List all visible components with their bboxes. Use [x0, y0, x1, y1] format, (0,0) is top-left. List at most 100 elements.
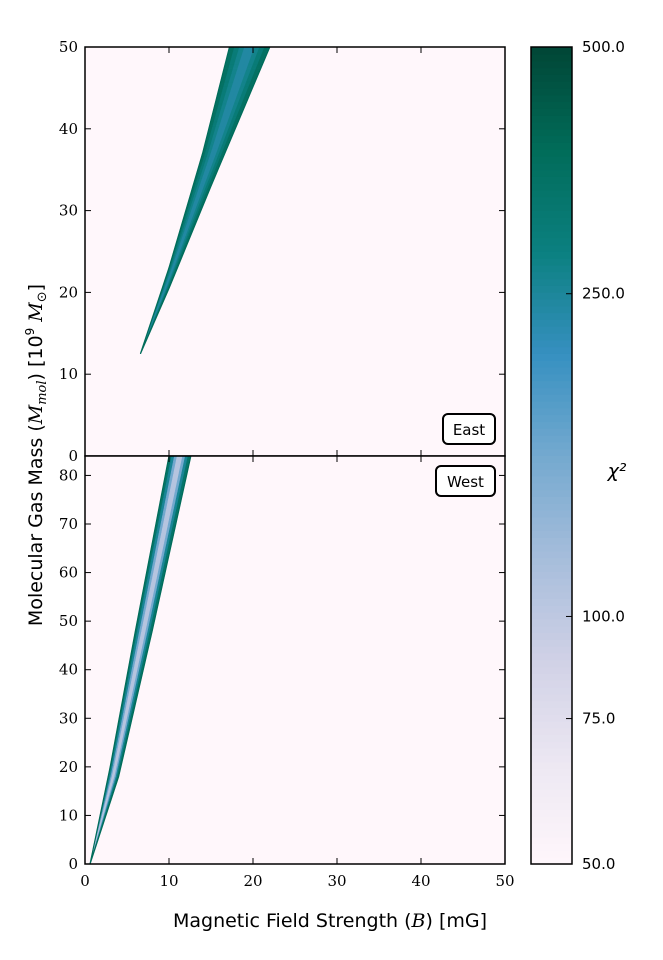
- west-tag-box: [435, 465, 496, 497]
- y-tick-label: 50: [59, 38, 78, 56]
- colorbar-band: [531, 135, 572, 143]
- colorbar-band: [531, 285, 572, 293]
- colorbar-band: [531, 836, 572, 845]
- colorbar-band: [531, 401, 572, 409]
- east-y-axis: 0 10 20 30 40 50: [59, 38, 505, 465]
- colorbar-label: χ²: [607, 460, 627, 482]
- colorbar-band: [531, 469, 572, 477]
- colorbar-band: [531, 693, 572, 702]
- colorbar-band: [531, 366, 572, 375]
- colorbar-band: [531, 448, 572, 457]
- colorbar-band: [531, 489, 572, 497]
- colorbar-band: [531, 101, 572, 109]
- colorbar-band: [531, 639, 572, 647]
- colorbar-band: [531, 584, 572, 593]
- colorbar-band: [531, 646, 572, 654]
- colorbar-gradient: [531, 47, 572, 865]
- colorbar-band: [531, 407, 572, 416]
- colorbar-band: [531, 632, 572, 640]
- colorbar-band: [531, 115, 572, 123]
- colorbar-band: [531, 462, 572, 470]
- colorbar-band: [531, 734, 572, 743]
- colorbar-band: [531, 149, 572, 157]
- colorbar-band: [531, 829, 572, 838]
- colorbar-band: [531, 217, 572, 225]
- heat-cell: [252, 47, 261, 52]
- colorbar-band: [531, 353, 572, 361]
- colorbar-band: [531, 714, 572, 722]
- colorbar-band: [531, 571, 572, 579]
- y-tick-label: 20: [59, 283, 78, 301]
- colorbar-band: [531, 264, 572, 273]
- west-y-axis: 0 10 20 30 40 50 60 70 80: [59, 466, 505, 873]
- colorbar-band: [531, 761, 572, 770]
- colorbar-band: [531, 775, 572, 783]
- colorbar-band: [531, 81, 572, 89]
- colorbar-band: [531, 169, 572, 177]
- colorbar-band: [531, 721, 572, 729]
- colorbar-frame: [530, 46, 573, 865]
- west-frame: [84, 455, 506, 865]
- colorbar-tick-label: 75.0: [582, 710, 615, 728]
- colorbar-band: [531, 278, 572, 286]
- colorbar-ticks: 500.0 250.0 100.0 75.0 50.0: [566, 38, 625, 873]
- colorbar-band: [531, 795, 572, 804]
- colorbar-band: [531, 802, 572, 811]
- colorbar-band: [531, 435, 572, 443]
- colorbar-tick-label: 100.0: [582, 607, 625, 625]
- colorbar-band: [531, 373, 572, 382]
- colorbar-band: [531, 94, 572, 103]
- west-background: [85, 456, 505, 864]
- colorbar-band: [531, 67, 572, 75]
- colorbar-band: [531, 162, 572, 171]
- colorbar-band: [531, 271, 572, 280]
- colorbar-band: [531, 455, 572, 463]
- x-tick-label: 50: [495, 872, 514, 890]
- colorbar-band: [531, 789, 572, 797]
- colorbar-band: [531, 741, 572, 749]
- colorbar-band: [531, 850, 572, 858]
- y-tick-label: 70: [59, 515, 78, 533]
- y-tick-label: 60: [59, 564, 78, 582]
- colorbar-band: [531, 189, 572, 198]
- colorbar-band: [531, 680, 572, 688]
- colorbar-band: [531, 809, 572, 817]
- colorbar-band: [531, 258, 572, 266]
- y-tick-label: 40: [59, 120, 78, 138]
- colorbar-band: [531, 482, 572, 491]
- colorbar-band: [531, 755, 572, 763]
- colorbar-band: [531, 550, 572, 559]
- colorbar-band: [531, 496, 572, 504]
- colorbar-band: [531, 183, 572, 191]
- colorbar-tick-label: 50.0: [582, 855, 615, 873]
- colorbar-band: [531, 598, 572, 606]
- colorbar-band: [531, 530, 572, 538]
- east-low-chi2-region: [139, 47, 271, 354]
- x-tick-label: 40: [411, 872, 430, 890]
- colorbar-band: [531, 612, 572, 620]
- colorbar-band: [531, 578, 572, 586]
- colorbar-band: [531, 121, 572, 130]
- heat-cell: [237, 47, 245, 52]
- colorbar-band: [531, 537, 572, 545]
- colorbar-band: [531, 605, 572, 613]
- colorbar-band: [531, 652, 572, 661]
- y-tick-label: 0: [68, 447, 78, 465]
- colorbar-band: [531, 618, 572, 627]
- x-axis: 0 10 20 30 40 50: [80, 47, 515, 890]
- east-tag-label: East: [453, 421, 485, 439]
- colorbar-band: [531, 87, 572, 96]
- colorbar-band: [531, 203, 572, 211]
- colorbar-band: [531, 298, 572, 307]
- x-tick-label: 0: [80, 872, 90, 890]
- colorbar-band: [531, 523, 572, 531]
- colorbar-band: [531, 53, 572, 62]
- colorbar-tick-label: 500.0: [582, 38, 625, 56]
- colorbar-tick-label: 250.0: [582, 285, 625, 303]
- colorbar-band: [531, 74, 572, 82]
- y-tick-label: 40: [59, 661, 78, 679]
- colorbar-band: [531, 176, 572, 184]
- x-axis-label: Magnetic Field Strength (B) [mG]: [173, 910, 487, 932]
- heat-cell: [242, 47, 250, 52]
- colorbar-band: [531, 421, 572, 429]
